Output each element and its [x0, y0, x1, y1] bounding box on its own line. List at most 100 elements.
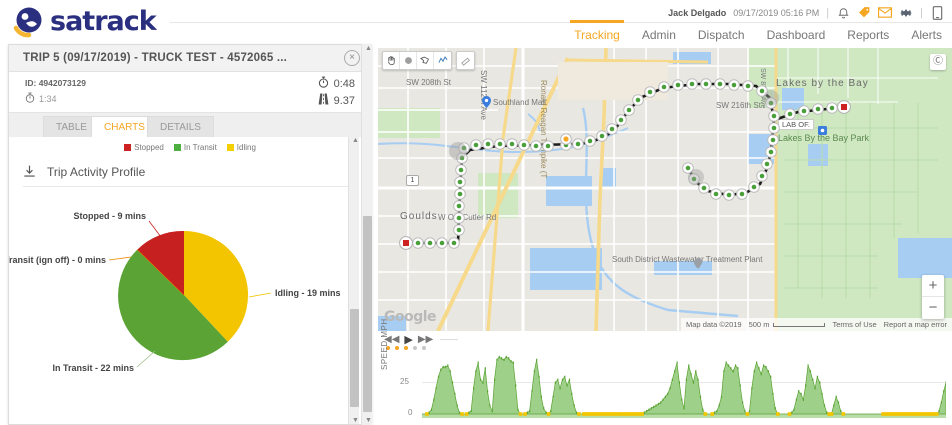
- scroll-down-icon-outer[interactable]: ▼: [365, 417, 372, 424]
- map-label-goulds: Goulds: [400, 211, 438, 222]
- map-label-southland-mall-text: Southland Mall: [493, 98, 546, 107]
- pan-hand-icon[interactable]: [383, 52, 400, 69]
- scroll-down-icon[interactable]: ▼: [352, 417, 359, 424]
- trip-drive-time-value: 0:48: [333, 77, 355, 90]
- map-label-old-cutler: W Old Cutler Rd: [438, 213, 497, 222]
- trip-duration-value: 1:34: [39, 93, 57, 104]
- legend-item-idling: Idling: [226, 143, 256, 152]
- pie-leader-in-transit: [136, 350, 156, 368]
- satrack-logo-text: satrack: [50, 5, 157, 37]
- map-water-4: [530, 248, 602, 290]
- map-report-link[interactable]: Report a map error: [883, 320, 947, 329]
- legend-item-in-transit: In Transit: [173, 142, 217, 152]
- zoom-in-button[interactable]: +: [922, 275, 944, 297]
- panel-inner-scroll-thumb[interactable]: [350, 309, 359, 407]
- speed-dot-5[interactable]: [422, 346, 426, 350]
- speed-chart[interactable]: SPEED MPH 25 0: [378, 318, 952, 425]
- trip-route-overlay: [399, 78, 851, 250]
- map-label-sw-208th: SW 208th St: [406, 78, 451, 87]
- pie-slice-stopped: [137, 230, 184, 295]
- forward-icon[interactable]: ▶▶: [417, 334, 434, 345]
- bell-icon[interactable]: [836, 6, 850, 20]
- gear-icon[interactable]: [899, 6, 913, 20]
- playback-controls: ◀◀ ▶ ▶▶: [384, 333, 459, 346]
- playback-row: ◀◀ ▶ ▶▶: [378, 332, 952, 354]
- scroll-up-icon-outer[interactable]: ▲: [365, 45, 372, 52]
- ruler-icon[interactable]: [457, 52, 474, 69]
- trip-distance-value: 9.37: [333, 94, 355, 107]
- play-icon[interactable]: ▶: [404, 334, 413, 346]
- route-waypoints: [399, 78, 851, 250]
- speed-dot-2[interactable]: [395, 346, 399, 350]
- mobile-icon[interactable]: [930, 6, 944, 20]
- header-divider: [170, 22, 952, 23]
- pie-slice-in-transit: [118, 249, 228, 361]
- pie-leader-ign-off: [108, 256, 132, 261]
- legend-swatch-idling: [226, 143, 234, 151]
- google-logo: Google: [384, 309, 437, 325]
- speed-series-plot: [422, 355, 946, 418]
- speed-dot-4[interactable]: [413, 346, 417, 350]
- legend-label-in-transit: In Transit: [183, 142, 217, 152]
- trip-distance: 9.37: [318, 93, 355, 108]
- nav-dashboard[interactable]: Dashboard: [766, 28, 826, 42]
- tab-details[interactable]: DETAILS: [147, 116, 214, 138]
- map-poi-marker-plant[interactable]: [694, 258, 702, 272]
- nav-admin[interactable]: Admin: [641, 28, 676, 42]
- panel-tabs: TABLE CHARTS DETAILS: [9, 112, 371, 138]
- rewind-icon[interactable]: ◀◀: [384, 334, 400, 345]
- separator: |: [826, 7, 830, 19]
- speed-tick-0: 0: [408, 408, 413, 417]
- stopwatch-icon-2: [318, 76, 329, 91]
- map-label-sw-216th: SW 216th St: [716, 101, 761, 110]
- mail-icon[interactable]: [878, 6, 893, 20]
- scroll-up-icon[interactable]: ▲: [352, 137, 359, 144]
- speed-dot-1[interactable]: [386, 346, 390, 350]
- playback-track[interactable]: [440, 339, 459, 340]
- playback-speed-dots[interactable]: [386, 346, 426, 350]
- tag-icon[interactable]: [857, 6, 871, 20]
- route-start-marker: [399, 236, 413, 250]
- polygon-icon[interactable]: [417, 52, 434, 69]
- map-poi-marker-southland[interactable]: [482, 96, 491, 111]
- satrack-logo[interactable]: satrack: [12, 4, 157, 38]
- top-header-bar: satrack Jack Delgado 09/17/2019 05:16 PM…: [0, 0, 952, 44]
- tracking-map[interactable]: SW 208th St SW 112th Ave Ronald Reagan T…: [378, 48, 952, 331]
- pie-label-in-transit: In Transit - 22 mins: [52, 363, 134, 373]
- speed-dot-3[interactable]: [404, 346, 408, 350]
- pie-label-idling: Idling - 19 mins: [275, 288, 341, 298]
- panel-outer-scrollbar[interactable]: ▲ ▼: [361, 44, 372, 425]
- circle-icon[interactable]: [400, 52, 417, 69]
- legend-label-stopped: Stopped: [134, 142, 164, 152]
- pie-leader-stopped: [148, 220, 162, 238]
- polyline-icon[interactable]: [434, 52, 451, 69]
- separator-2: |: [920, 7, 923, 19]
- map-draw-tools: [382, 51, 475, 70]
- map-measure-tool-group: [456, 51, 475, 70]
- panel-outer-scroll-thumb[interactable]: [363, 216, 372, 412]
- map-water-2: [546, 176, 592, 206]
- map-scale-bar: [773, 322, 826, 327]
- map-scale-text: 500 m: [748, 320, 770, 329]
- nav-dispatch[interactable]: Dispatch: [697, 28, 745, 42]
- map-terms-link[interactable]: Terms of Use: [832, 320, 877, 329]
- legend-item-stopped: Stopped: [124, 143, 164, 152]
- map-info-icon[interactable]: Ⓒ: [930, 54, 946, 70]
- zoom-out-button[interactable]: −: [928, 299, 938, 316]
- waypoint-cluster-1: [449, 142, 467, 160]
- download-icon[interactable]: [23, 165, 36, 178]
- close-icon[interactable]: ×: [344, 50, 360, 66]
- map-poi-marker-lab[interactable]: [818, 126, 827, 138]
- legend-swatch-in-transit: [173, 143, 181, 151]
- trip-panel-header: TRIP 5 (09/17/2019) - TRUCK TEST - 45720…: [9, 45, 371, 72]
- account-bar: Jack Delgado 09/17/2019 05:16 PM |: [668, 4, 944, 22]
- trip-duration: 1:34: [25, 92, 57, 105]
- nav-alerts[interactable]: Alerts: [911, 28, 942, 42]
- nav-reports[interactable]: Reports: [847, 28, 890, 42]
- trip-detail-panel: TRIP 5 (09/17/2019) - TRUCK TEST - 45720…: [0, 44, 372, 425]
- panel-inner-scrollbar[interactable]: ▲ ▼: [348, 137, 359, 424]
- status-legend: Stopped In Transit Idling: [9, 137, 371, 157]
- map-zoom-controls: + −: [922, 275, 944, 319]
- map-green-nw: [378, 108, 440, 138]
- nav-tracking[interactable]: Tracking: [570, 20, 624, 48]
